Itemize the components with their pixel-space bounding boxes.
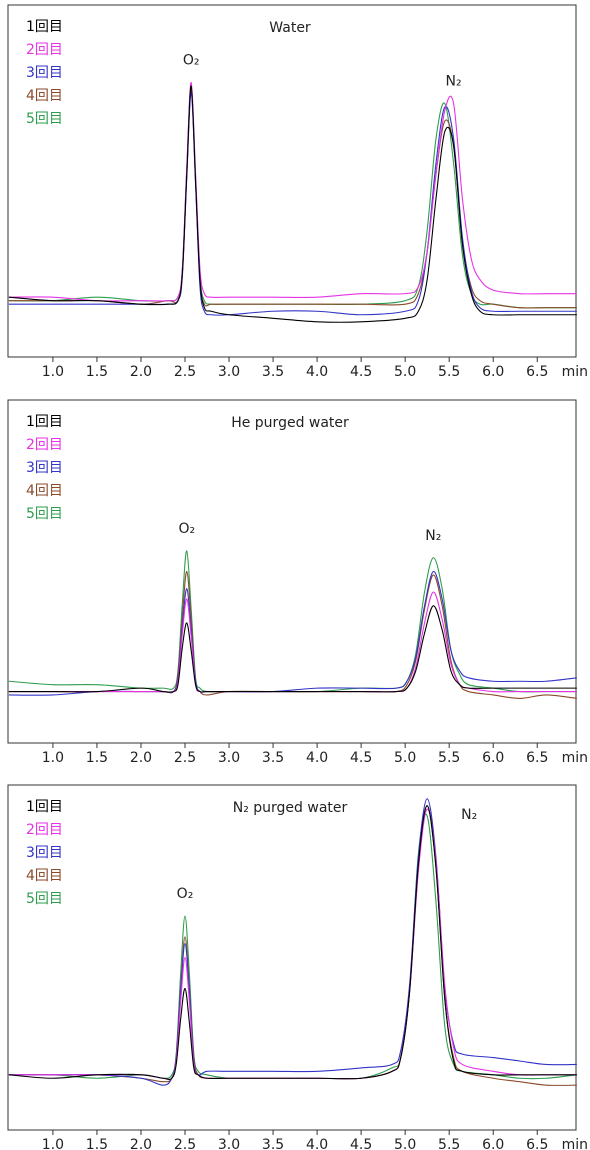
x-tick-label: 1.0 bbox=[42, 364, 64, 380]
x-tick-label: 4.5 bbox=[350, 364, 372, 380]
chromatogram-line bbox=[8, 92, 577, 316]
x-tick-label: 1.5 bbox=[86, 1137, 108, 1150]
chromatogram-line bbox=[8, 798, 577, 1086]
legend-entry: 2回目 bbox=[26, 437, 63, 453]
x-tick-label: 5.0 bbox=[394, 750, 416, 766]
chromatogram-line bbox=[8, 591, 577, 693]
x-tick-label: 5.0 bbox=[394, 364, 416, 380]
chromatogram-line bbox=[8, 570, 577, 696]
legend-entry: 1回目 bbox=[26, 414, 63, 430]
legend-entry: 2回目 bbox=[26, 42, 63, 58]
chromatogram-line bbox=[8, 813, 577, 1080]
x-axis-unit: min bbox=[562, 364, 588, 380]
x-axis-unit: min bbox=[562, 1137, 588, 1150]
x-tick-label: 5.5 bbox=[438, 750, 460, 766]
x-tick-label: 3.5 bbox=[262, 750, 284, 766]
legend-entry: 1回目 bbox=[26, 799, 63, 815]
plot-frame bbox=[7, 784, 577, 1131]
x-tick-label: 6.5 bbox=[526, 1137, 548, 1150]
legend-entry: 4回目 bbox=[26, 88, 63, 104]
x-tick-label: 4.0 bbox=[306, 364, 328, 380]
x-tick-label: 5.5 bbox=[438, 1137, 460, 1150]
chromatogram-line bbox=[8, 85, 577, 323]
legend-entry: 5回目 bbox=[26, 111, 63, 127]
x-tick-label: 2.0 bbox=[130, 1137, 152, 1150]
x-tick-label: 5.0 bbox=[394, 1137, 416, 1150]
peak-label: O₂ bbox=[178, 521, 195, 537]
legend-entry: 5回目 bbox=[26, 506, 63, 522]
x-tick-label: 2.0 bbox=[130, 750, 152, 766]
legend-entry: 4回目 bbox=[26, 868, 63, 884]
legend-entry: 2回目 bbox=[26, 822, 63, 838]
x-tick-label: 6.5 bbox=[526, 364, 548, 380]
chromatogram-line bbox=[8, 88, 577, 309]
x-tick-label: 2.5 bbox=[174, 364, 196, 380]
x-tick-label: 2.0 bbox=[130, 364, 152, 380]
x-tick-label: 4.0 bbox=[306, 1137, 328, 1150]
chart-panel: 1.0 1.5 2.0 2.5 3.0 3.5 4.0 4.5 5.0 5.5 6.0 6.5 min H… bbox=[7, 399, 588, 766]
x-tick-label: 1.0 bbox=[42, 1137, 64, 1150]
x-tick-label: 3.5 bbox=[262, 364, 284, 380]
x-tick-label: 6.0 bbox=[482, 1137, 504, 1150]
chromatogram-line bbox=[8, 85, 577, 309]
x-tick-label: 1.5 bbox=[86, 364, 108, 380]
x-tick-label: 1.5 bbox=[86, 750, 108, 766]
legend-entry: 3回目 bbox=[26, 845, 63, 861]
x-tick-label: 3.0 bbox=[218, 1137, 240, 1150]
legend-entry: 3回目 bbox=[26, 65, 63, 81]
x-tick-label: 5.5 bbox=[438, 364, 460, 380]
x-tick-label: 3.5 bbox=[262, 1137, 284, 1150]
peak-label: O₂ bbox=[183, 52, 200, 68]
chart-title: N₂ purged water bbox=[233, 800, 348, 816]
x-tick-label: 2.5 bbox=[174, 750, 196, 766]
x-axis-unit: min bbox=[562, 750, 588, 766]
chart-title: He purged water bbox=[231, 415, 349, 431]
x-tick-label: 6.5 bbox=[526, 750, 548, 766]
x-tick-label: 4.0 bbox=[306, 750, 328, 766]
chart-panel: 1.0 1.5 2.0 2.5 3.0 3.5 4.0 4.5 5.0 5.5 6.0 6.5 min W… bbox=[7, 4, 588, 380]
peak-label: N₂ bbox=[446, 74, 462, 90]
chromatogram-line bbox=[8, 808, 577, 1081]
x-tick-label: 3.0 bbox=[218, 364, 240, 380]
legend-entry: 5回目 bbox=[26, 891, 63, 907]
plot-frame bbox=[7, 4, 577, 358]
chromatogram-line bbox=[8, 805, 577, 1086]
chromatogram-line bbox=[8, 605, 577, 693]
plot-frame bbox=[7, 399, 577, 744]
legend-entry: 3回目 bbox=[26, 460, 63, 476]
x-tick-label: 6.0 bbox=[482, 364, 504, 380]
x-tick-label: 3.0 bbox=[218, 750, 240, 766]
chromatogram-line bbox=[8, 81, 577, 302]
x-tick-label: 4.5 bbox=[350, 750, 372, 766]
peak-label: N₂ bbox=[461, 807, 477, 823]
chromatogram-line bbox=[8, 805, 577, 1080]
x-tick-label: 4.5 bbox=[350, 1137, 372, 1150]
legend-entry: 4回目 bbox=[26, 483, 63, 499]
x-tick-label: 1.0 bbox=[42, 750, 64, 766]
x-tick-label: 6.0 bbox=[482, 750, 504, 766]
chromatogram-line bbox=[8, 570, 577, 699]
peak-label: N₂ bbox=[425, 528, 441, 544]
chart-title: Water bbox=[269, 20, 311, 36]
x-tick-label: 2.5 bbox=[174, 1137, 196, 1150]
chromatogram-line bbox=[8, 550, 577, 693]
chart-panel: 1.0 1.5 2.0 2.5 3.0 3.5 4.0 4.5 5.0 5.5 6.0 6.5 min N… bbox=[7, 784, 588, 1150]
peak-label: O₂ bbox=[177, 886, 194, 902]
legend-entry: 1回目 bbox=[26, 19, 63, 35]
